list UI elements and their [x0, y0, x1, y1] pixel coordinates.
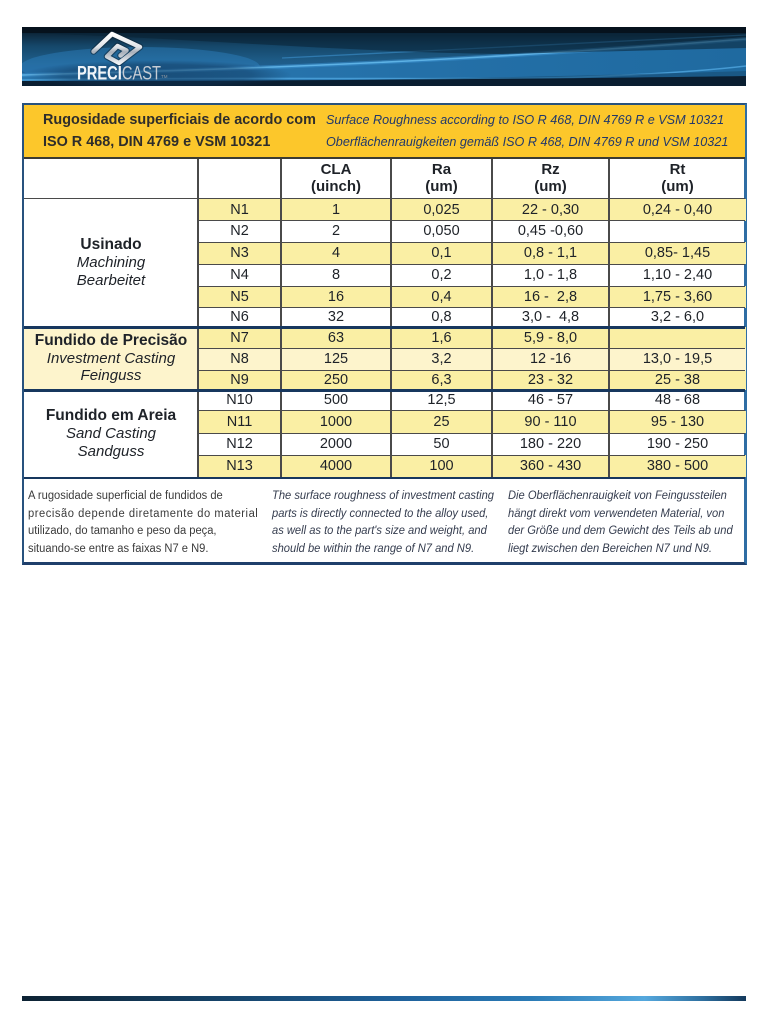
svg-text:PRECICAST: PRECICAST	[77, 63, 161, 85]
svg-text:TM: TM	[161, 74, 168, 79]
